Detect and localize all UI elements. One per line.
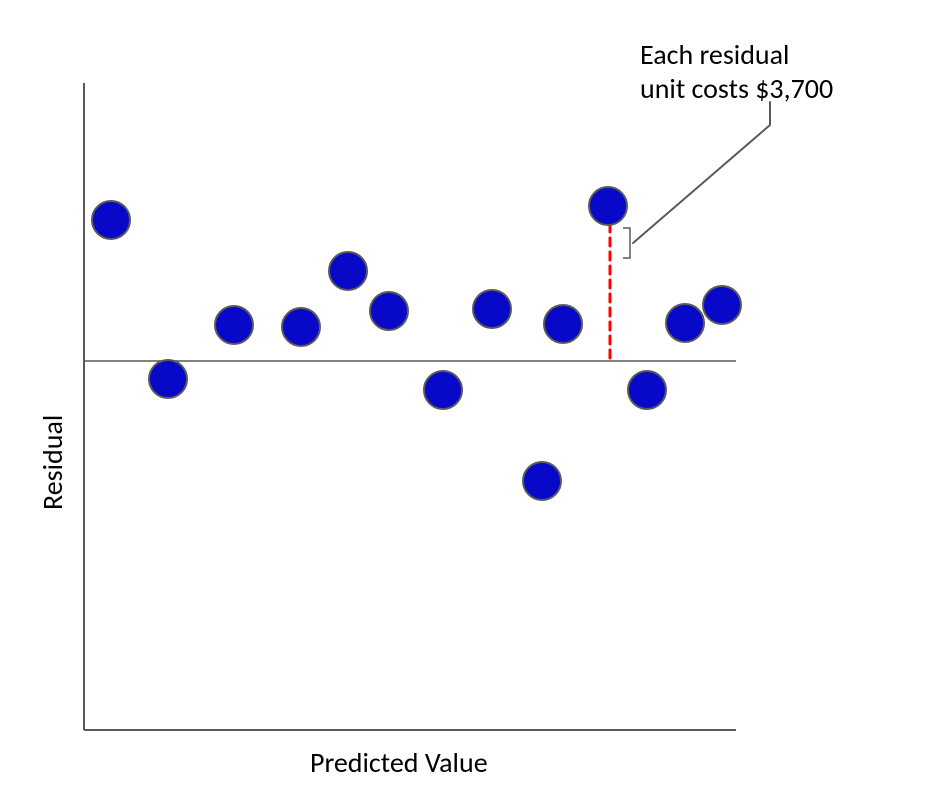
callout-line1: Each residual bbox=[640, 37, 789, 72]
data-point bbox=[666, 304, 704, 342]
data-point bbox=[523, 462, 561, 500]
data-point bbox=[370, 292, 408, 330]
residual-scatter-chart bbox=[0, 0, 948, 807]
data-point bbox=[424, 371, 462, 409]
callout-line2: unit costs $3,700 bbox=[640, 71, 833, 106]
y-axis-label: Residual bbox=[35, 415, 70, 510]
data-point bbox=[149, 360, 187, 398]
data-point bbox=[215, 306, 253, 344]
data-point bbox=[589, 187, 627, 225]
data-point bbox=[544, 305, 582, 343]
data-point bbox=[628, 371, 666, 409]
data-point bbox=[329, 252, 367, 290]
data-point bbox=[92, 201, 130, 239]
x-axis-label: Predicted Value bbox=[310, 745, 488, 780]
callout-annotation: Each residual unit costs $3,700 bbox=[640, 38, 833, 105]
data-point bbox=[282, 308, 320, 346]
data-point bbox=[473, 290, 511, 328]
data-point bbox=[703, 286, 741, 324]
